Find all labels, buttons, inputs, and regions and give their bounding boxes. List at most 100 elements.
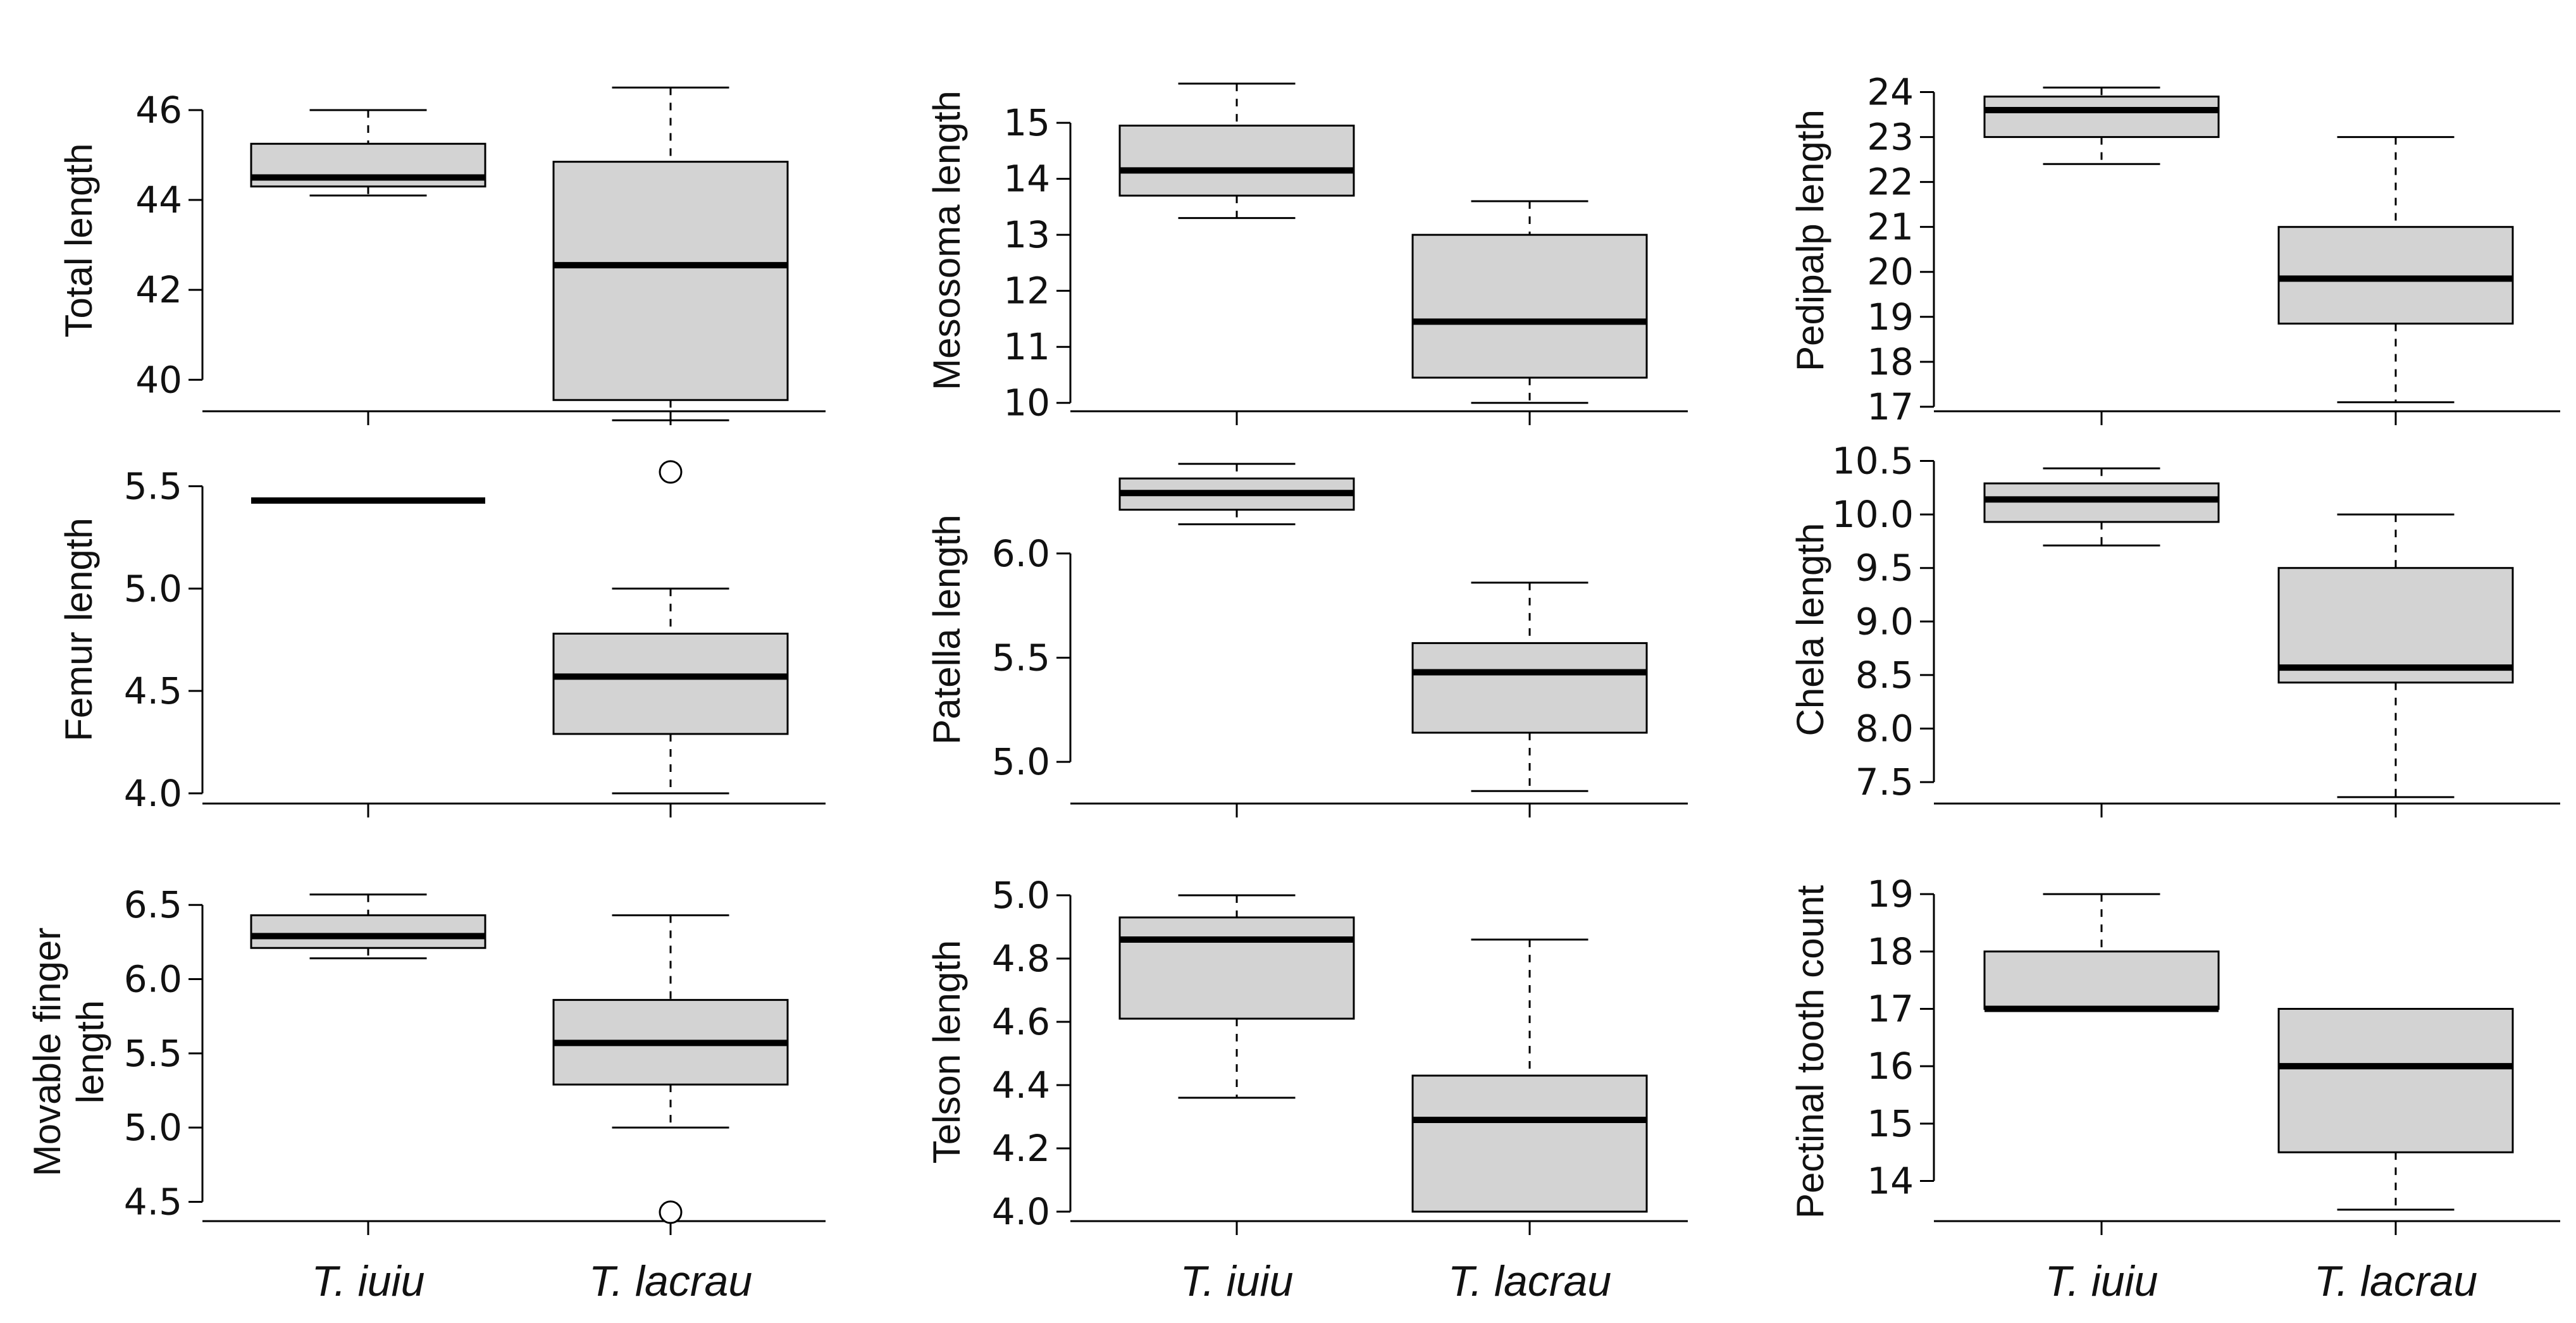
y-tick-label: 18 <box>1867 930 1914 973</box>
y-tick-label: 23 <box>1867 116 1914 159</box>
y-tick-label: 19 <box>1867 295 1914 339</box>
y-axis-label: Telson length <box>926 940 968 1164</box>
y-tick-label: 15 <box>1867 1102 1914 1145</box>
y-tick-label: 5.5 <box>124 465 182 508</box>
y-axis-label: Pectinal tooth count <box>1789 885 1831 1219</box>
box-body <box>1411 1074 1648 1213</box>
y-tick-label: 7.5 <box>1855 761 1914 804</box>
outlier-point <box>659 460 683 484</box>
y-tick-label: 12 <box>1003 270 1050 313</box>
box-iuiu <box>250 893 486 960</box>
y-axis-label-line: Mesosoma length <box>926 90 968 390</box>
y-tick-label: 10 <box>1003 382 1050 425</box>
panel-e: 5.0 5.5 6.0 Patella length <box>926 463 1688 817</box>
y-tick-label: 5.5 <box>124 1032 182 1075</box>
y-tick-label: 5.0 <box>124 1106 182 1149</box>
box-lacrau <box>552 86 789 421</box>
y-tick-label: 4.5 <box>124 1180 182 1223</box>
y-tick-label: 5.5 <box>992 636 1050 679</box>
y-tick-label: 40 <box>135 358 182 401</box>
y-tick-label: 42 <box>135 268 182 311</box>
box-iuiu <box>1118 463 1355 526</box>
box-body <box>1411 233 1648 379</box>
y-axis-label-line: Telson length <box>926 940 968 1164</box>
y-tick-label: 4.8 <box>992 937 1050 980</box>
y-tick-label: 14 <box>1867 1160 1914 1203</box>
box-lacrau <box>552 460 789 795</box>
y-tick-label: 9.0 <box>1855 600 1914 643</box>
group-label-iuiu: T. iuiu <box>312 1257 425 1305</box>
box-body <box>1118 125 1355 197</box>
box-lacrau <box>2277 1007 2514 1211</box>
y-axis-label: Chela length <box>1789 523 1831 736</box>
box-body <box>2277 1007 2514 1153</box>
box-body <box>1411 642 1648 734</box>
y-tick-label: 4.0 <box>992 1190 1050 1233</box>
box-body <box>1118 916 1355 1020</box>
box-lacrau <box>2277 513 2514 798</box>
y-tick-label: 11 <box>1003 325 1050 368</box>
y-axis-label-line: Movable finger <box>26 928 68 1177</box>
y-tick-label: 20 <box>1867 251 1914 294</box>
y-tick-label: 8.0 <box>1855 707 1914 750</box>
group-label-lacrau: T. lacrau <box>1448 1257 1611 1305</box>
panel-b: 10 11 12 13 14 15 Mesosoma length <box>926 82 1688 425</box>
y-tick-label: 5.0 <box>992 740 1050 783</box>
box-iuiu <box>1983 86 2220 165</box>
box-iuiu <box>250 109 486 197</box>
panel-d: 4.0 4.5 5.0 5.5 Femur length <box>58 460 826 817</box>
y-axis-label-line: Total length <box>58 144 100 338</box>
y-tick-label: 22 <box>1867 161 1914 204</box>
y-tick-label: 13 <box>1003 213 1050 256</box>
box-body <box>2277 567 2514 684</box>
y-axis-label: Patella length <box>926 514 968 745</box>
box-iuiu <box>1983 893 2220 1012</box>
y-axis-label-line: Chela length <box>1789 523 1831 736</box>
box-body <box>2277 226 2514 325</box>
y-axis-label: Mesosoma length <box>926 90 968 390</box>
y-tick-label: 4.0 <box>124 772 182 815</box>
box-body <box>552 632 789 735</box>
y-tick-label: 5.0 <box>124 567 182 610</box>
y-tick-label: 18 <box>1867 340 1914 383</box>
y-tick-label: 21 <box>1867 206 1914 249</box>
y-tick-label: 4.4 <box>992 1064 1050 1107</box>
y-tick-label: 17 <box>1867 385 1914 428</box>
y-tick-label: 4.5 <box>124 669 182 712</box>
panel-g: 4.5 5.0 5.5 6.0 6.5 Movable fingerlength T. iu… <box>26 883 826 1305</box>
y-tick-label: 24 <box>1867 71 1914 114</box>
box-lacrau <box>1411 200 1648 404</box>
y-axis-label: Total length <box>58 144 100 338</box>
box-lacrau <box>552 914 789 1224</box>
y-axis-label-line: length <box>69 1000 111 1103</box>
group-label-iuiu: T. iuiu <box>1180 1257 1294 1305</box>
box-body <box>1983 96 2220 139</box>
group-label-iuiu: T. iuiu <box>2045 1257 2158 1305</box>
box-body <box>1983 950 2220 1010</box>
y-tick-label: 6.0 <box>124 958 182 1001</box>
outlier-point <box>659 1200 683 1224</box>
y-axis-label-line: Pectinal tooth count <box>1789 885 1831 1219</box>
box-body <box>552 161 789 401</box>
y-tick-label: 16 <box>1867 1045 1914 1088</box>
box-body <box>1983 482 2220 523</box>
y-tick-label: 14 <box>1003 158 1050 201</box>
y-axis-label-line: Femur length <box>58 518 100 742</box>
y-tick-label: 5.0 <box>992 874 1050 917</box>
y-axis-label: Movable fingerlength <box>26 928 111 1177</box>
y-tick-label: 19 <box>1867 873 1914 916</box>
y-tick-label: 4.6 <box>992 1000 1050 1043</box>
y-tick-label: 6.5 <box>124 883 182 926</box>
y-axis-label: Pedipalp length <box>1789 109 1831 371</box>
y-axis-label-line: Patella length <box>926 514 968 745</box>
panel-h: 4.0 4.2 4.4 4.6 4.8 5.0 Telson length T. iuiu T.… <box>926 874 1688 1305</box>
y-tick-label: 10.0 <box>1832 493 1914 536</box>
y-tick-label: 8.5 <box>1855 654 1914 697</box>
group-label-lacrau: T. lacrau <box>2314 1257 2477 1305</box>
box-lacrau <box>2277 136 2514 404</box>
y-axis-label-line: Pedipalp length <box>1789 109 1831 371</box>
y-tick-label: 46 <box>135 89 182 132</box>
